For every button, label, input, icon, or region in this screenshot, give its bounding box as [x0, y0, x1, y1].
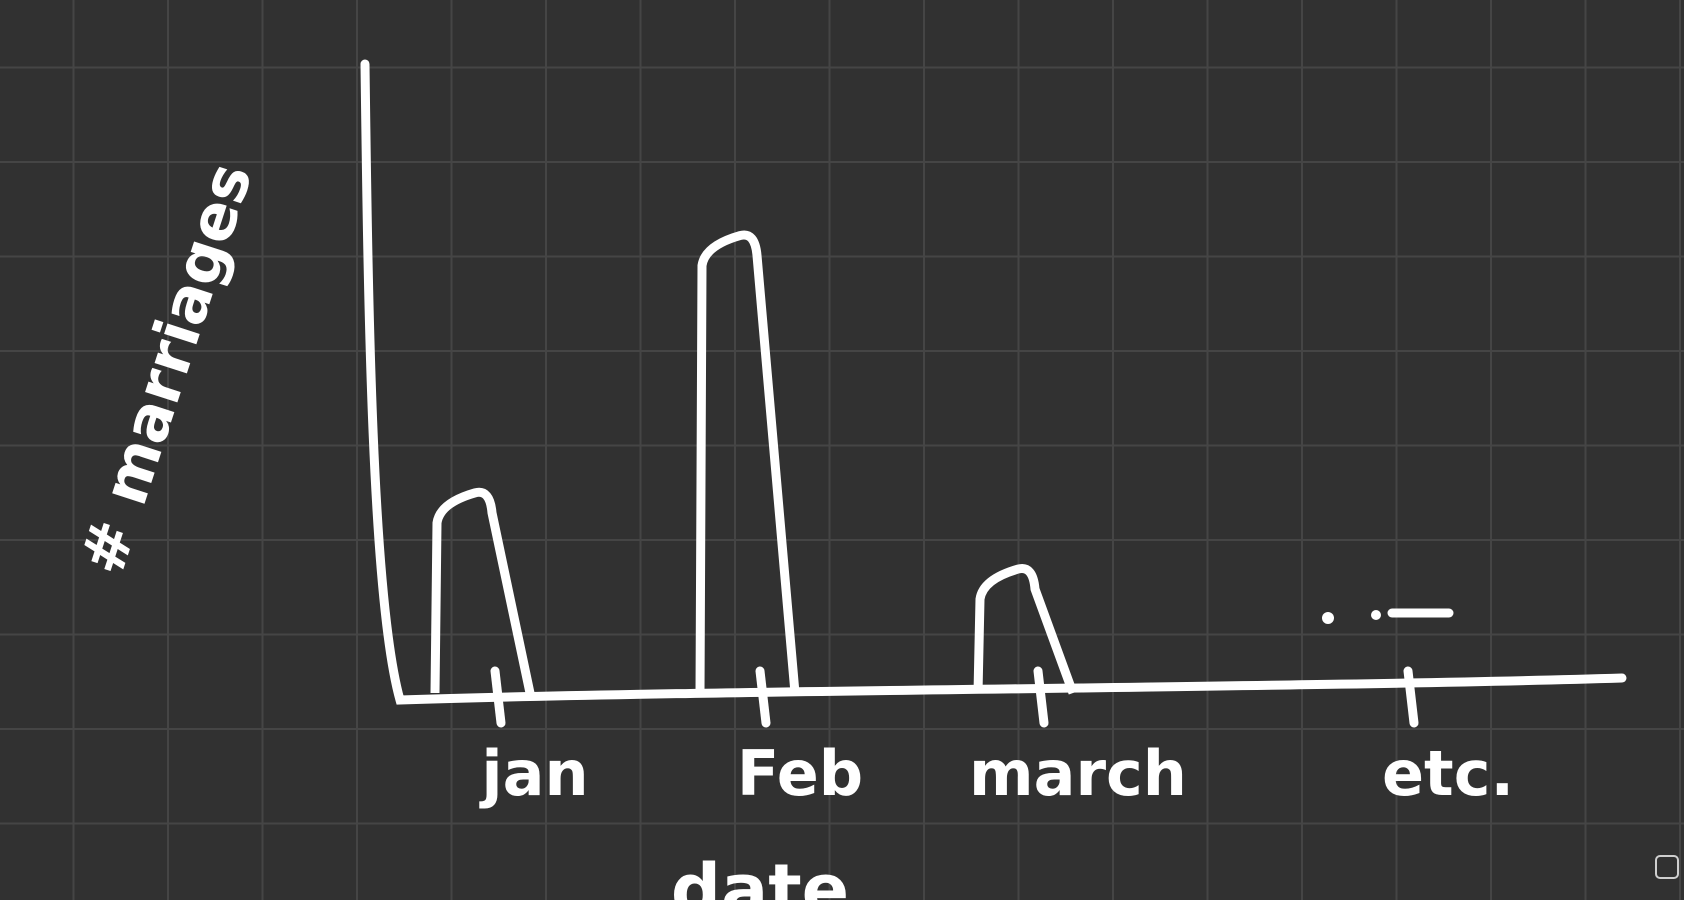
bar [695, 230, 800, 694]
x-tick-label: jan [478, 737, 588, 810]
x-tick [755, 666, 771, 728]
x-tick [1403, 666, 1419, 728]
ellipsis-dot [1371, 610, 1381, 620]
x-tick [1033, 666, 1049, 728]
y-axis-label: # marriages [65, 154, 267, 583]
bar [430, 487, 535, 694]
x-axis-label: date [671, 849, 849, 900]
bar [973, 564, 1078, 695]
x-tick-label: etc. [1382, 737, 1514, 810]
x-tick [490, 666, 506, 728]
axes [360, 59, 1627, 705]
x-tick-label: march [969, 737, 1187, 810]
scan-icon[interactable] [1655, 855, 1679, 879]
x-tick-label: Feb [737, 737, 863, 810]
ellipsis-dot [1322, 612, 1334, 624]
